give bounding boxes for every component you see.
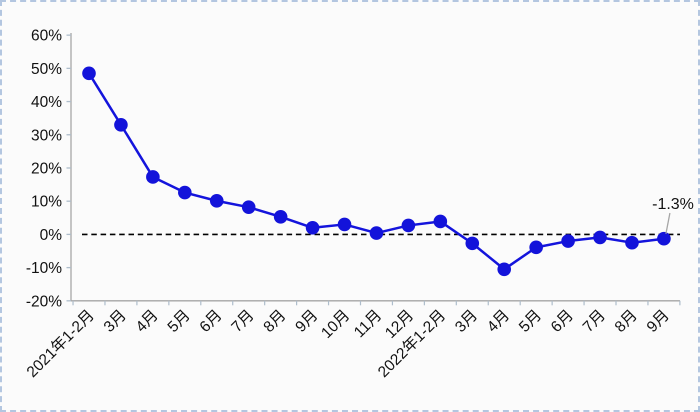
data-series-line bbox=[87, 72, 665, 271]
x-tick-label: 9月 bbox=[292, 307, 321, 336]
y-tick-label: 10% bbox=[31, 194, 62, 211]
y-axis: 60% 50% 40% 30% 20% 10% 0% -10% -20% bbox=[26, 28, 72, 310]
x-tick-label: 3月 bbox=[452, 307, 481, 336]
x-tick-label: 3月 bbox=[101, 307, 130, 336]
data-point bbox=[433, 214, 448, 229]
x-tick-label: 6月 bbox=[548, 307, 577, 336]
data-point bbox=[241, 200, 256, 214]
x-tick-label: 2021年1-2月 bbox=[23, 306, 98, 381]
y-tick-label: 30% bbox=[31, 127, 62, 144]
data-point bbox=[82, 66, 96, 81]
x-tick-label: 7月 bbox=[228, 307, 257, 336]
y-tick-label: -10% bbox=[26, 260, 62, 277]
data-point bbox=[337, 217, 352, 232]
x-tick-label: 10月 bbox=[318, 307, 353, 342]
data-point bbox=[593, 230, 607, 245]
annotation-label: -1.3% bbox=[652, 196, 694, 213]
x-tick-label: 6月 bbox=[197, 307, 226, 336]
data-point bbox=[465, 236, 480, 251]
x-tick-label: 4月 bbox=[484, 307, 513, 336]
x-tick-label: 8月 bbox=[612, 307, 641, 336]
y-tick-label: -20% bbox=[26, 293, 62, 310]
data-point bbox=[305, 220, 320, 235]
y-tick-label: 20% bbox=[31, 160, 62, 177]
data-point bbox=[401, 218, 416, 233]
y-tick-label: 50% bbox=[31, 61, 62, 78]
x-tick-label: 8月 bbox=[260, 307, 289, 336]
x-tick-label: 11月 bbox=[351, 307, 385, 341]
x-tick-label: 7月 bbox=[580, 307, 609, 336]
y-tick-label: 40% bbox=[31, 94, 62, 111]
y-tick-label: 0% bbox=[40, 227, 63, 244]
x-tick-label: 4月 bbox=[133, 307, 162, 336]
x-tick-label: 9月 bbox=[644, 307, 673, 336]
data-point bbox=[625, 235, 639, 250]
data-point bbox=[529, 240, 543, 255]
x-axis: 2021年1-2月 3月 4月 5月 6月 7月 8月 9月10月11月12月2022年1-2… bbox=[23, 300, 681, 381]
data-point bbox=[497, 262, 512, 277]
x-tick-label: 5月 bbox=[516, 307, 545, 336]
data-point bbox=[561, 234, 575, 248]
data-point bbox=[146, 170, 160, 184]
data-point bbox=[178, 185, 192, 200]
data-point bbox=[209, 194, 224, 208]
y-tick-label: 60% bbox=[31, 28, 62, 45]
data-point bbox=[114, 118, 128, 132]
data-point bbox=[273, 209, 288, 224]
data-point bbox=[657, 231, 671, 246]
x-tick-label: 5月 bbox=[165, 307, 194, 336]
annotation-leader-line bbox=[665, 212, 671, 234]
data-point bbox=[369, 226, 384, 240]
